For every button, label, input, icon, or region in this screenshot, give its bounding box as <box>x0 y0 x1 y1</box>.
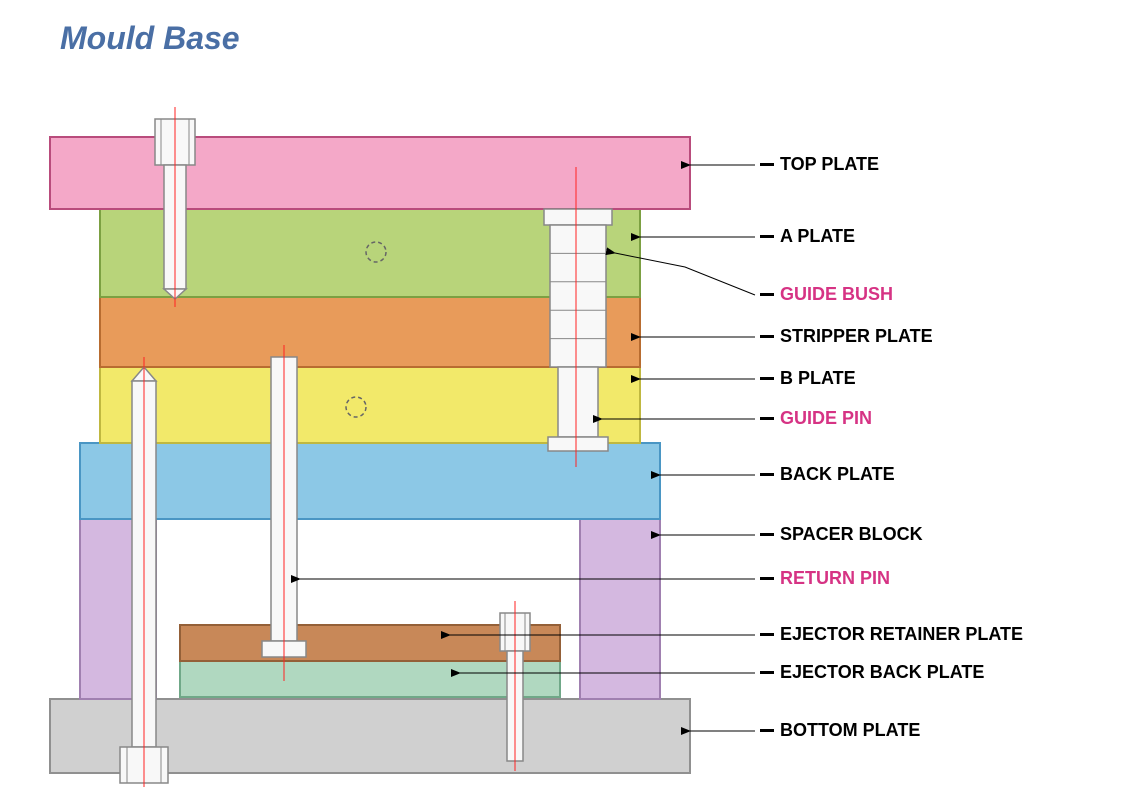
label-dash <box>760 417 774 420</box>
part-label: B PLATE <box>780 368 856 389</box>
label-dash <box>760 293 774 296</box>
part-label: SPACER BLOCK <box>780 524 923 545</box>
part-label: EJECTOR BACK PLATE <box>780 662 984 683</box>
label-dash <box>760 533 774 536</box>
mould-diagram: TOP PLATE A PLATE GUIDE BUSH STRIPPER PLATE… <box>20 67 1120 787</box>
label-dash <box>760 729 774 732</box>
diagram-title: Mould Base <box>60 20 1126 57</box>
label-dash <box>760 577 774 580</box>
label-dash <box>760 235 774 238</box>
part-label: RETURN PIN <box>780 568 890 589</box>
part-label: TOP PLATE <box>780 154 879 175</box>
part-label: EJECTOR RETAINER PLATE <box>780 624 1023 645</box>
label-dash <box>760 377 774 380</box>
part-label: GUIDE PIN <box>780 408 872 429</box>
part-label: STRIPPER PLATE <box>780 326 933 347</box>
label-dash <box>760 335 774 338</box>
part-label: A PLATE <box>780 226 855 247</box>
part-label: GUIDE BUSH <box>780 284 893 305</box>
part-label: BACK PLATE <box>780 464 895 485</box>
label-dash <box>760 671 774 674</box>
label-dash <box>760 473 774 476</box>
label-dash <box>760 163 774 166</box>
label-dash <box>760 633 774 636</box>
part-label: BOTTOM PLATE <box>780 720 920 741</box>
